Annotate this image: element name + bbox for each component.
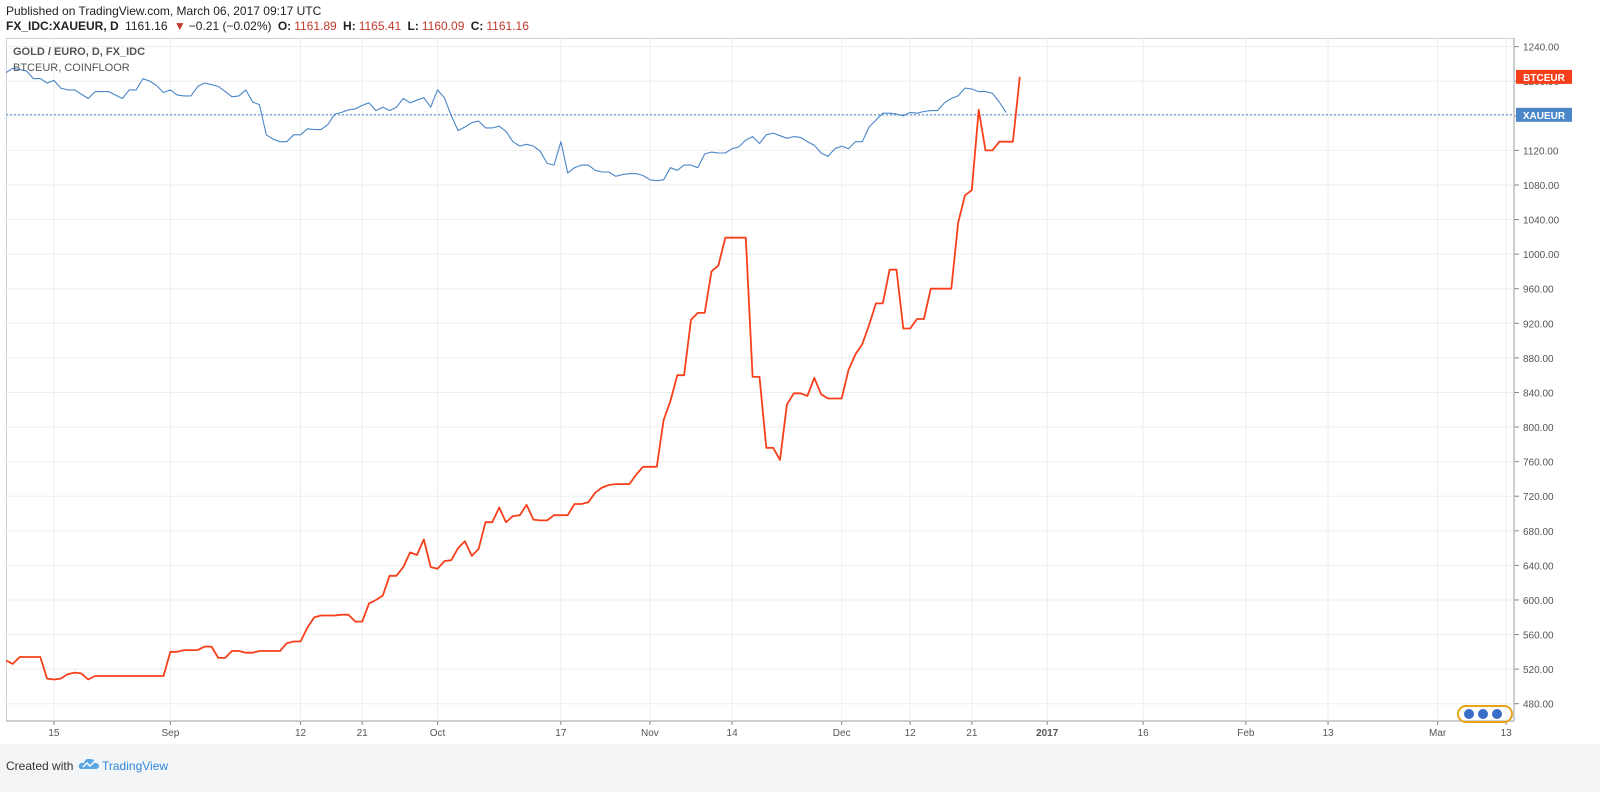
x-tick-label: 21 [357, 728, 369, 739]
xaueur-series-line [5, 67, 1007, 182]
x-tick-label: 13 [1322, 728, 1334, 739]
y-tick-label: 480.00 [1523, 700, 1554, 711]
x-tick-label: Sep [162, 728, 180, 739]
y-tick-label: 560.00 [1523, 631, 1554, 642]
series-layer [5, 67, 1514, 681]
y-tick-label: 720.00 [1523, 492, 1554, 503]
close-value: 1161.16 [486, 19, 529, 33]
low-label: L: [407, 19, 419, 33]
quote-line: FX_IDC:XAUEUR, D 1161.16 ▼ −0.21 (−0.02%)… [6, 19, 532, 33]
published-info: Published on TradingView.com, March 06, … [6, 4, 322, 18]
y-tick-label: 1120.00 [1523, 146, 1559, 157]
btceur-series-line [5, 76, 1021, 681]
y-tick-label: 840.00 [1523, 388, 1554, 399]
x-tick-label: 17 [555, 728, 567, 739]
y-tick-label: 800.00 [1523, 423, 1554, 434]
tradingview-cloud-icon [78, 758, 99, 769]
y-tick-label: 920.00 [1523, 319, 1554, 330]
symbol-label: FX_IDC:XAUEUR, D [6, 19, 119, 33]
open-value: 1161.89 [294, 19, 337, 33]
high-value: 1165.41 [358, 19, 402, 33]
high-label: H: [343, 19, 356, 33]
open-label: O: [277, 19, 292, 33]
x-tick-label: 21 [966, 728, 978, 739]
tradingview-badge-icon [1457, 705, 1513, 723]
price-change: −0.21 (−0.02%) [188, 19, 272, 33]
compare-legend: BTCEUR, COINFLOOR [13, 62, 130, 74]
x-tick-label: Feb [1237, 728, 1255, 739]
x-tick-label: 13 [1501, 728, 1513, 739]
y-axis: 480.00 520.00 560.00 600.00 640.00 680.00 720.… [1514, 43, 1572, 711]
main-legend: GOLD / EURO, D, FX_IDC [13, 46, 146, 58]
plot-frame [5, 37, 1515, 722]
grid-lines [5, 37, 1515, 722]
y-tick-label: 640.00 [1523, 561, 1554, 572]
y-tick-label: 1000.00 [1523, 250, 1560, 261]
x-tick-label: Dec [833, 728, 851, 739]
x-tick-label: 12 [905, 728, 917, 739]
xaueur-price-tag-label: XAUEUR [1523, 111, 1566, 122]
y-tick-label: 600.00 [1523, 596, 1554, 607]
y-tick-label: 1240.00 [1523, 43, 1560, 54]
x-tick-label: 12 [295, 728, 307, 739]
chart-header: Published on TradingView.com, March 06, … [0, 0, 1600, 38]
footer: Created with TradingView [0, 744, 1600, 792]
xaueur-price-tag [1516, 107, 1572, 122]
x-tick-label: 15 [48, 728, 60, 739]
x-tick-label: 14 [727, 728, 739, 739]
chart-area[interactable]: 480.00 520.00 560.00 600.00 640.00 680.00 720.… [5, 37, 1594, 749]
x-tick-label: Oct [430, 728, 446, 739]
btceur-price-tag [1516, 69, 1572, 84]
x-axis: 15 Sep 12 21 Oct 17 Nov 14 Dec 12 21 2017 16 Feb 13 Mar… [48, 721, 1512, 739]
x-tick-label: Nov [641, 728, 659, 739]
tradingview-link[interactable]: TradingView [102, 759, 169, 773]
y-tick-label: 1080.00 [1523, 181, 1560, 192]
down-arrow-icon: ▼ [173, 19, 186, 33]
y-tick-label: 680.00 [1523, 527, 1554, 538]
y-tick-label: 960.00 [1523, 285, 1554, 296]
x-tick-label: Mar [1429, 728, 1447, 739]
btceur-price-tag-label: BTCEUR [1523, 73, 1565, 84]
y-tick-label: 520.00 [1523, 665, 1554, 676]
created-with-label: Created with [6, 759, 74, 773]
close-label: C: [470, 19, 484, 33]
x-tick-label: 16 [1138, 728, 1150, 739]
y-tick-label: 1040.00 [1523, 216, 1560, 227]
price-chart[interactable]: 480.00 520.00 560.00 600.00 640.00 680.00 720.… [5, 37, 1594, 744]
low-value: 1160.09 [421, 19, 465, 33]
last-price: 1161.16 [125, 19, 168, 33]
x-tick-label: 2017 [1036, 728, 1059, 739]
y-tick-label: 760.00 [1523, 458, 1554, 469]
y-tick-label: 880.00 [1523, 354, 1554, 365]
